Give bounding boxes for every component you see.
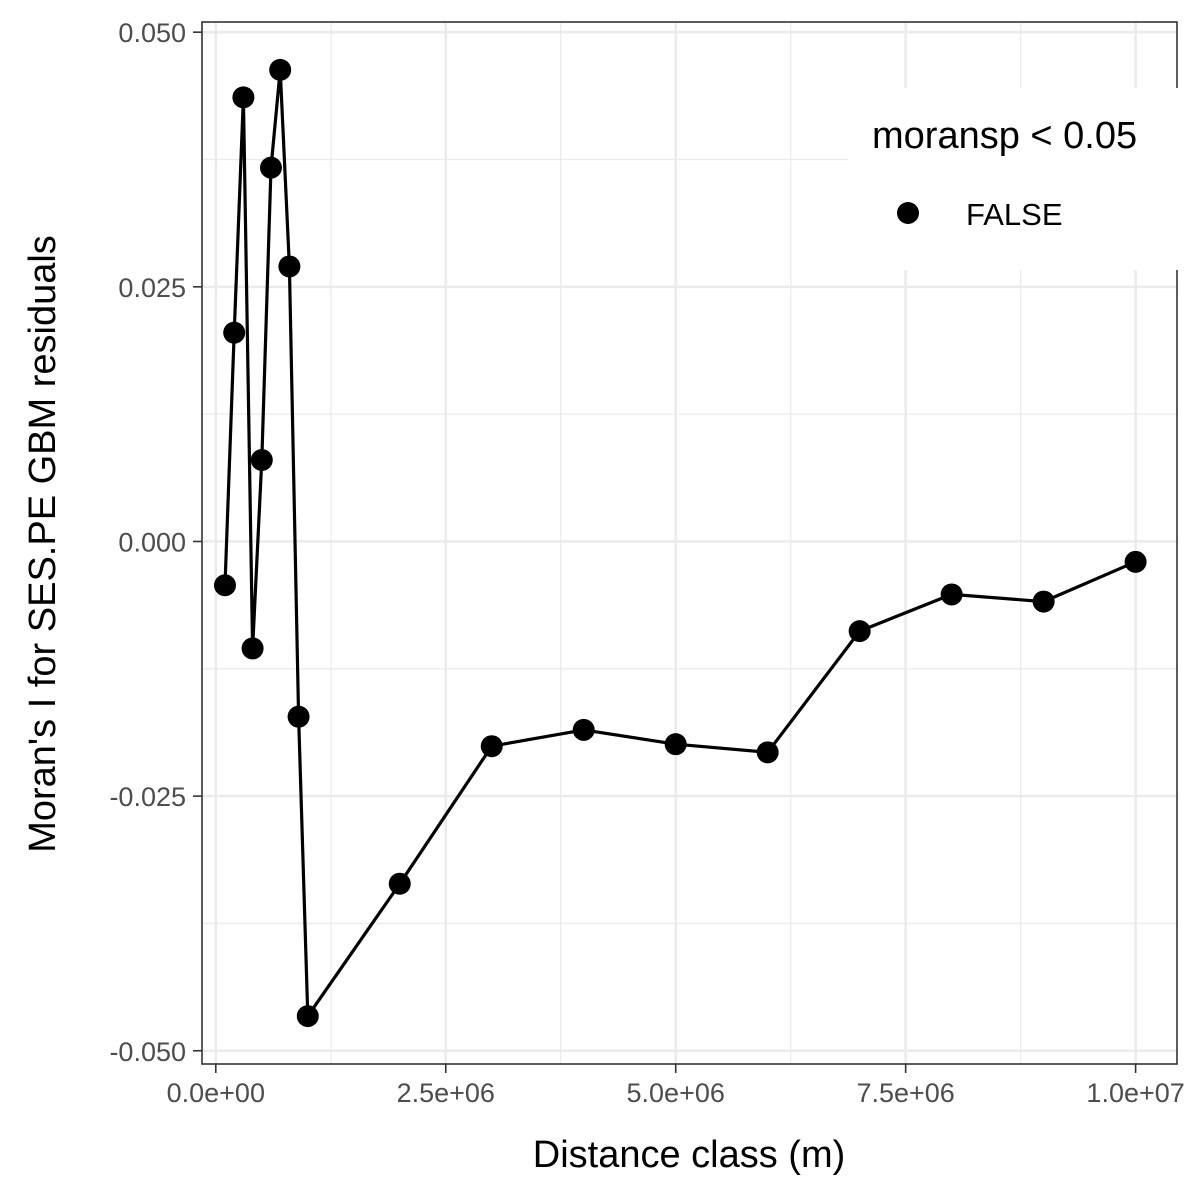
legend-label-false: FALSE: [966, 197, 1063, 232]
plot-panel-border: [201, 21, 1178, 1065]
x-tick-label: 1.0e+07: [1086, 1078, 1184, 1108]
x-axis-title: Distance class (m): [533, 1134, 846, 1176]
x-axis: 0.0e+00 2.5e+06 5.0e+06 7.5e+06 1.0e+07: [167, 1064, 1185, 1108]
data-point: [259, 156, 282, 179]
data-series: [213, 58, 1147, 1028]
y-tick-label: -0.025: [109, 782, 186, 812]
legend-title: moransp < 0.05: [872, 115, 1137, 157]
x-tick-label: 5.0e+06: [627, 1078, 725, 1108]
data-point: [848, 620, 871, 643]
data-point: [278, 255, 301, 278]
data-point: [223, 321, 246, 344]
legend-key-point: [897, 202, 919, 224]
legend-background: [848, 88, 1200, 270]
data-point: [1032, 590, 1055, 613]
major-gridlines: [202, 22, 1177, 1064]
y-tick-label: -0.050: [109, 1037, 186, 1067]
data-point: [250, 448, 273, 471]
legend: moransp < 0.05 FALSE: [848, 88, 1200, 270]
data-point: [940, 583, 963, 606]
data-point: [232, 86, 255, 109]
data-point: [388, 872, 411, 895]
data-point: [1124, 550, 1147, 573]
data-point: [756, 741, 779, 764]
data-point: [269, 58, 292, 81]
y-axis-title: Moran's I for SES.PE GBM residuals: [22, 235, 64, 853]
data-point: [664, 733, 687, 756]
x-tick-label: 7.5e+06: [856, 1078, 954, 1108]
data-point: [287, 705, 310, 728]
x-tick-label: 2.5e+06: [397, 1078, 495, 1108]
data-point: [572, 718, 595, 741]
data-point: [296, 1005, 319, 1028]
x-tick-label: 0.0e+00: [167, 1078, 265, 1108]
data-point: [241, 637, 264, 660]
data-point: [213, 574, 236, 597]
y-tick-label: 0.050: [118, 18, 186, 48]
y-tick-label: 0.025: [118, 273, 186, 303]
data-point: [480, 735, 503, 758]
y-tick-label: 0.000: [118, 527, 186, 557]
y-axis: -0.050 -0.025 0.000 0.025 0.050: [109, 18, 202, 1067]
